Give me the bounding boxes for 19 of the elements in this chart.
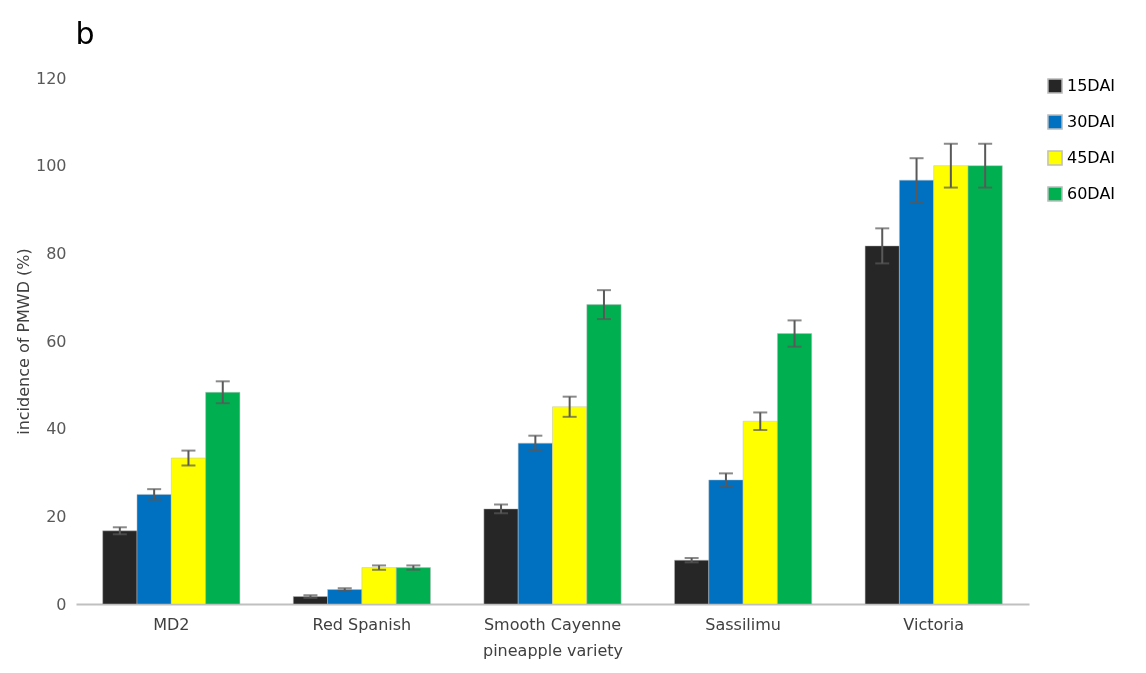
y-tick-label: 100: [35, 156, 67, 176]
y-tick-label: 40: [46, 419, 67, 439]
chart-title: b: [75, 16, 95, 51]
y-tick-label: 20: [46, 506, 67, 526]
x-tick-label: Red Spanish: [312, 614, 412, 634]
legend-label: 15DAI: [1067, 76, 1116, 95]
y-tick-label: 80: [46, 243, 67, 263]
legend-label: 30DAI: [1067, 112, 1116, 131]
x-tick-label: Smooth Cayenne: [483, 614, 622, 634]
legend-label: 45DAI: [1067, 148, 1116, 167]
x-axis-title: pineapple variety: [483, 640, 623, 660]
x-tick-label: MD2: [153, 614, 190, 634]
y-tick-label: 0: [56, 594, 67, 614]
y-axis-title: incidence of PMWD (%): [13, 248, 33, 435]
legend-label: 60DAI: [1067, 184, 1116, 203]
y-tick-label: 120: [35, 68, 67, 88]
x-tick-label: Sassilimu: [705, 614, 781, 634]
x-tick-label: Victoria: [903, 614, 965, 634]
y-tick-label: 60: [46, 331, 67, 351]
